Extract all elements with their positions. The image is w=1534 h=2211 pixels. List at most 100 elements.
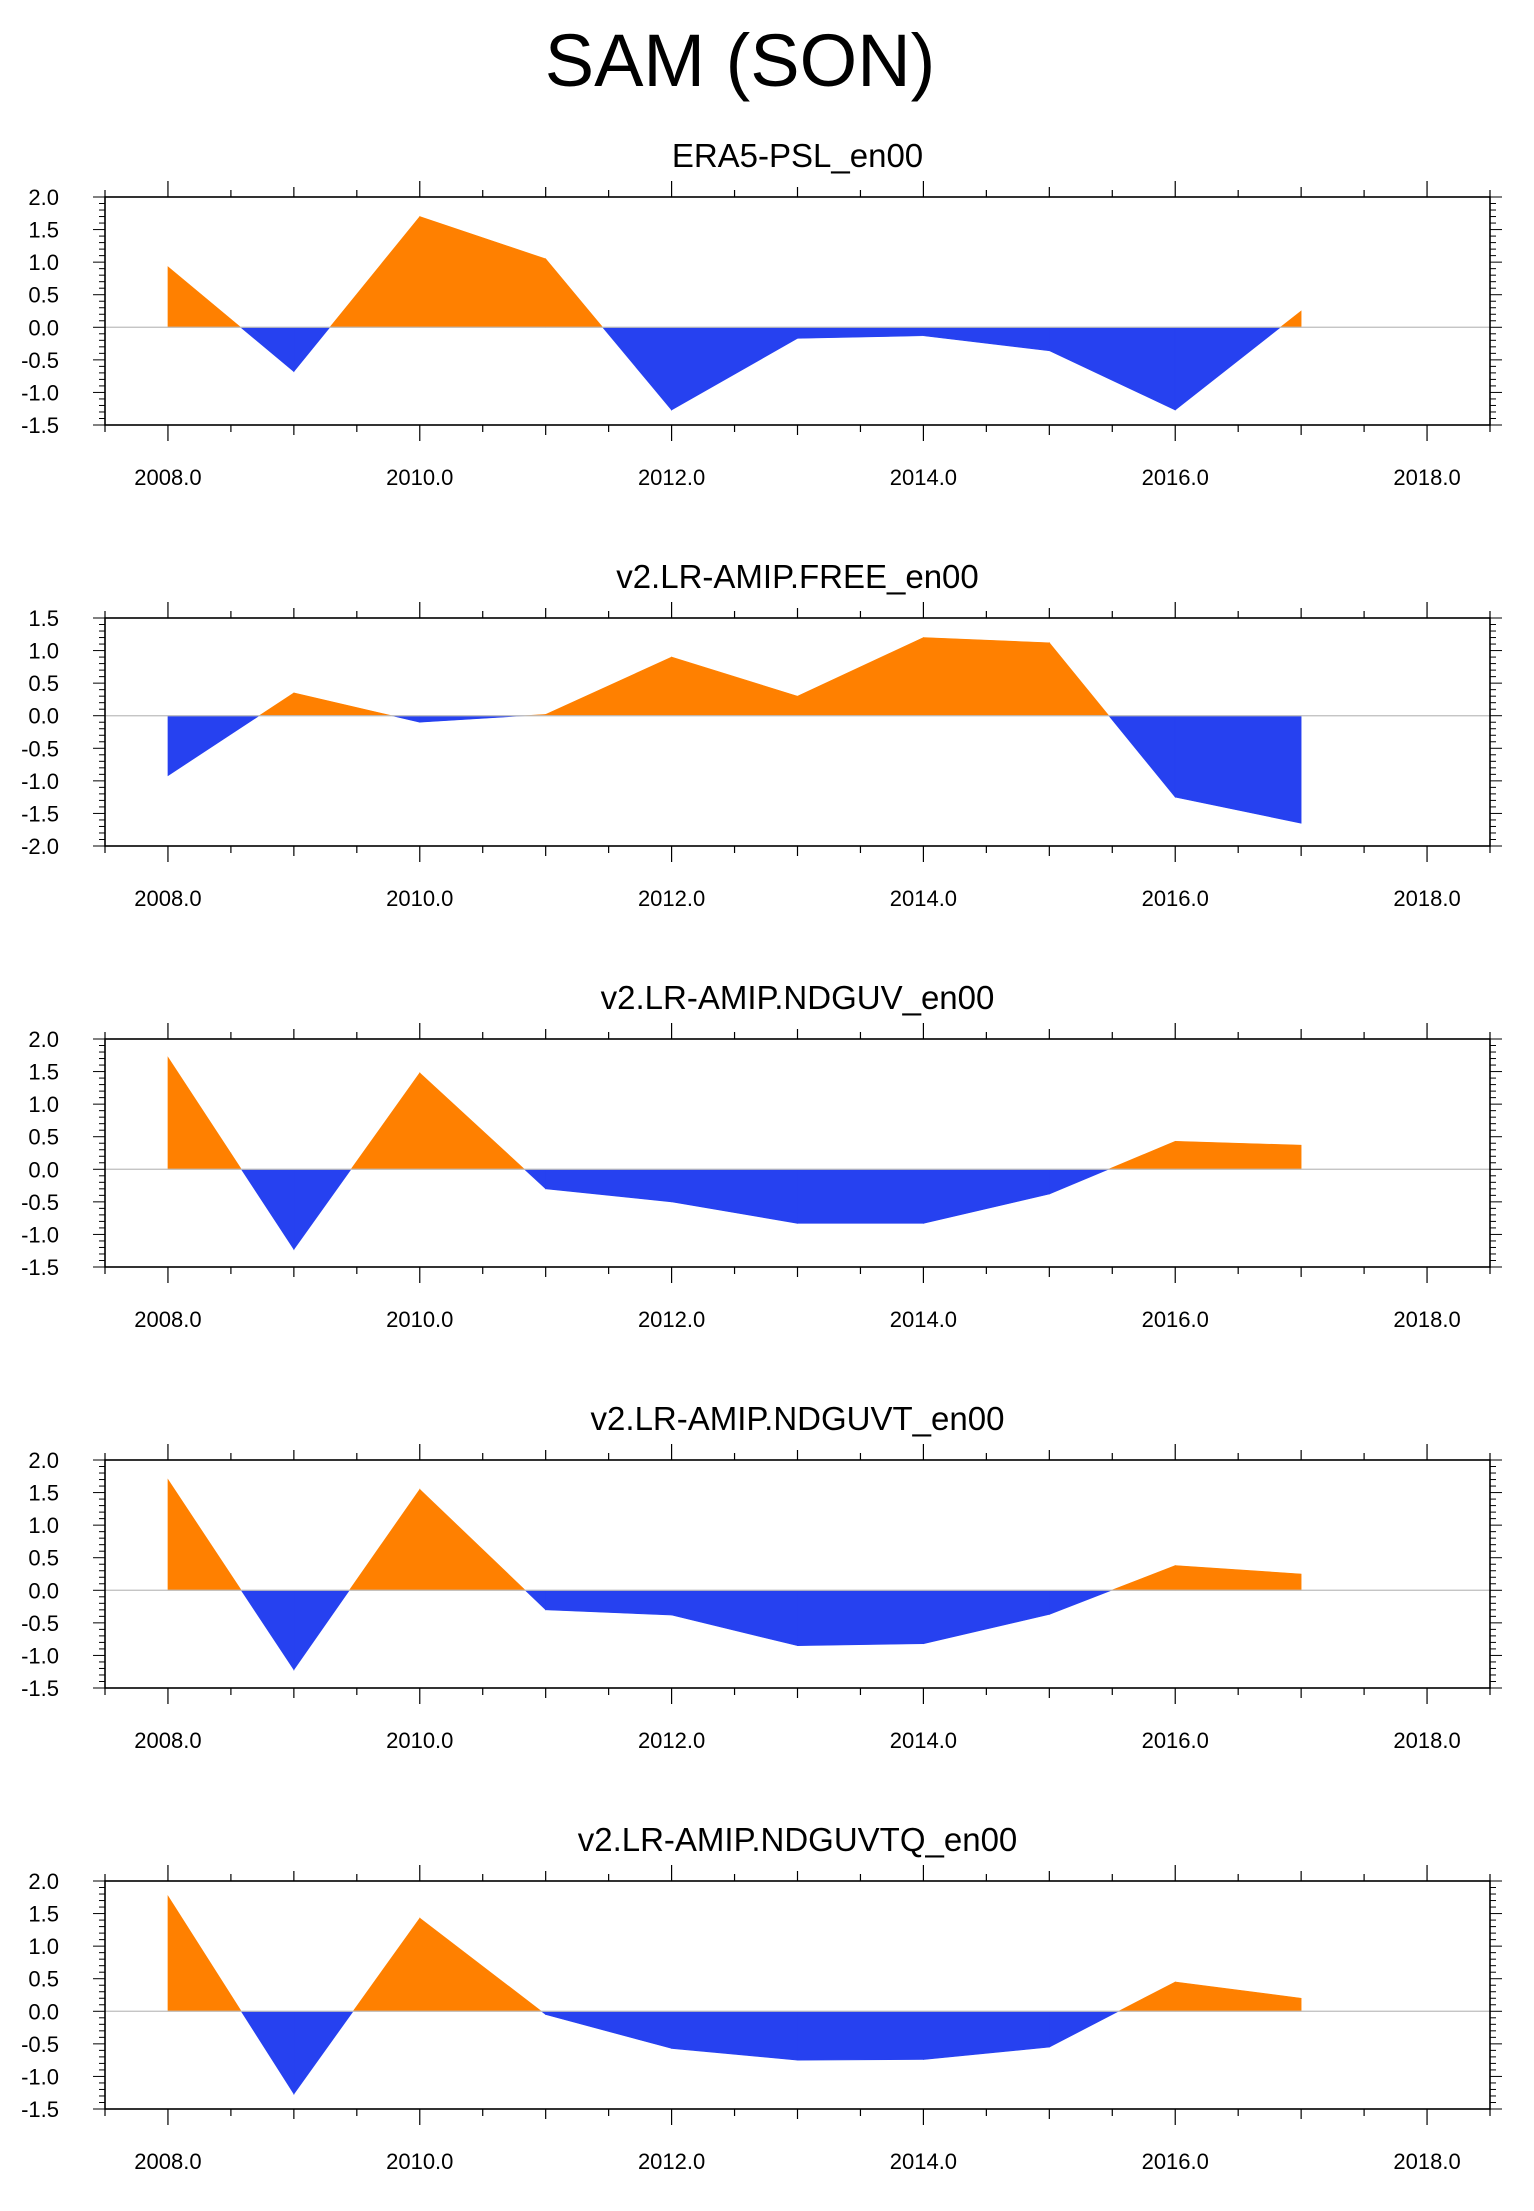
chart-0-xtick-label-4: 2016.0 xyxy=(1142,465,1209,490)
chart-0-area-positive-5 xyxy=(545,258,604,328)
chart-2-area-positive-11 xyxy=(1108,1140,1176,1170)
chart-1-ytick-label-0: 1.5 xyxy=(28,606,59,631)
chart-1-title: v2.LR-AMIP.FREE_en00 xyxy=(616,558,979,595)
chart-2-xtick-label-1: 2010.0 xyxy=(386,1307,453,1332)
chart-2-area-negative-7 xyxy=(671,1168,798,1224)
chart-4-area-positive-11 xyxy=(1118,1981,1176,2012)
chart-4-panel: v2.LR-AMIP.NDGUVTQ_en00 2008.0 2010.0 2012.… xyxy=(21,1821,1502,2174)
chart-4-area-negative-6 xyxy=(545,2010,672,2049)
chart-4-area-negative-10 xyxy=(1049,2010,1119,2048)
chart-3-panel: v2.LR-AMIP.NDGUVT_en00 2008.0 2010.0 2012.0… xyxy=(21,1400,1502,1753)
chart-1-xtick-label-1: 2010.0 xyxy=(386,886,453,911)
chart-2-area-negative-6 xyxy=(545,1168,672,1203)
chart-4-area-positive-3 xyxy=(352,1917,421,2012)
chart-4-ytick-label-4: 0.0 xyxy=(28,1999,59,2024)
chart-2-xtick-label-5: 2018.0 xyxy=(1393,1307,1460,1332)
chart-0-ytick-label-3: 0.5 xyxy=(28,283,59,308)
chart-1-area-positive-7 xyxy=(671,656,798,717)
chart-4-area-negative-7 xyxy=(671,2010,798,2061)
chart-3-xtick-label-1: 2010.0 xyxy=(386,1728,453,1753)
chart-4-area-positive-4 xyxy=(419,1917,543,2012)
chart-4-ytick-label-1: 1.5 xyxy=(28,1902,59,1927)
chart-2-area-negative-1 xyxy=(240,1168,295,1251)
chart-0-area-positive-4 xyxy=(419,216,546,328)
chart-3-xtick-label-0: 2008.0 xyxy=(134,1728,201,1753)
chart-3-ytick-label-6: -1.0 xyxy=(21,1643,59,1668)
chart-0-panel: ERA5-PSL_en00 2008.0 2010.0 2012.0 2014.0 201… xyxy=(21,137,1502,490)
chart-3-area-positive-12 xyxy=(1174,1565,1302,1591)
chart-1-area-positive-8 xyxy=(797,637,924,717)
chart-3-area-negative-1 xyxy=(240,1589,295,1671)
chart-0-area-negative-11 xyxy=(1174,326,1282,411)
chart-0-area-negative-7 xyxy=(671,326,798,411)
chart-0-xtick-label-1: 2010.0 xyxy=(386,465,453,490)
chart-0-ytick-label-6: -1.0 xyxy=(21,380,59,405)
figure-title: SAM (SON) xyxy=(544,19,936,102)
chart-0-area-positive-3 xyxy=(329,215,421,328)
chart-1-xtick-label-2: 2012.0 xyxy=(638,886,705,911)
chart-1-ytick-label-4: -0.5 xyxy=(21,736,59,761)
chart-3-area-negative-8 xyxy=(797,1589,924,1646)
chart-2-ytick-label-0: 2.0 xyxy=(28,1027,59,1052)
chart-0-frame xyxy=(104,196,1491,426)
chart-2-area-positive-0 xyxy=(167,1056,242,1170)
chart-1-area-negative-4 xyxy=(419,715,525,723)
chart-4-xtick-label-5: 2018.0 xyxy=(1393,2149,1460,2174)
chart-0-title: ERA5-PSL_en00 xyxy=(672,137,923,174)
chart-2-area-negative-2 xyxy=(293,1168,352,1251)
chart-2-area-negative-9 xyxy=(923,1168,1050,1224)
chart-0-ytick-label-5: -0.5 xyxy=(21,348,59,373)
chart-4-ytick-label-2: 1.0 xyxy=(28,1934,59,1959)
chart-3-area-negative-5 xyxy=(524,1589,546,1611)
chart-0-ytick-label-4: 0.0 xyxy=(28,315,59,340)
chart-1-xtick-label-4: 2016.0 xyxy=(1142,886,1209,911)
chart-4-ytick-label-3: 0.5 xyxy=(28,1967,59,1992)
chart-4-xtick-label-1: 2010.0 xyxy=(386,2149,453,2174)
chart-1-area-positive-10 xyxy=(1049,641,1110,717)
chart-1-area-negative-3 xyxy=(391,715,421,723)
chart-4-ytick-label-7: -1.5 xyxy=(21,2097,59,2122)
chart-4-ytick-label-6: -1.0 xyxy=(21,2064,59,2089)
chart-0-area-negative-1 xyxy=(239,326,295,373)
chart-2-ytick-label-6: -1.0 xyxy=(21,1222,59,1247)
chart-3-ytick-label-0: 2.0 xyxy=(28,1448,59,1473)
chart-2-xtick-label-4: 2016.0 xyxy=(1142,1307,1209,1332)
chart-0-ytick-label-1: 1.5 xyxy=(28,218,59,243)
chart-4-xtick-label-0: 2008.0 xyxy=(134,2149,201,2174)
chart-0-xtick-label-2: 2012.0 xyxy=(638,465,705,490)
chart-2-ytick-label-2: 1.0 xyxy=(28,1092,59,1117)
chart-2-xtick-label-3: 2014.0 xyxy=(890,1307,957,1332)
chart-1-area-positive-1 xyxy=(258,692,295,717)
chart-4-xtick-label-3: 2014.0 xyxy=(890,2149,957,2174)
chart-1-xtick-label-5: 2018.0 xyxy=(1393,886,1460,911)
chart-4-area-negative-9 xyxy=(923,2010,1050,2060)
chart-0-area-positive-12 xyxy=(1279,310,1302,328)
chart-1-area-negative-11 xyxy=(1108,715,1176,798)
chart-3-ytick-label-5: -0.5 xyxy=(21,1611,59,1636)
chart-3-xtick-label-3: 2014.0 xyxy=(890,1728,957,1753)
chart-3-area-negative-2 xyxy=(293,1589,350,1671)
chart-3-ytick-label-2: 1.0 xyxy=(28,1513,59,1538)
chart-4-area-negative-2 xyxy=(293,2010,354,2095)
chart-0-area-negative-10 xyxy=(1049,326,1176,411)
chart-2-ytick-label-1: 1.5 xyxy=(28,1060,59,1085)
chart-4-xtick-label-4: 2016.0 xyxy=(1142,2149,1209,2174)
chart-2-panel: v2.LR-AMIP.NDGUV_en00 2008.0 2010.0 2012.0 2… xyxy=(21,979,1502,1332)
chart-1-area-positive-9 xyxy=(923,637,1050,717)
chart-0-area-negative-6 xyxy=(602,326,672,411)
chart-2-title: v2.LR-AMIP.NDGUV_en00 xyxy=(601,979,995,1016)
chart-3-ytick-label-4: 0.0 xyxy=(28,1578,59,1603)
chart-0-xtick-label-0: 2008.0 xyxy=(134,465,201,490)
chart-1-area-negative-0 xyxy=(167,715,261,777)
chart-2-ytick-label-3: 0.5 xyxy=(28,1125,59,1150)
chart-3-ytick-label-3: 0.5 xyxy=(28,1546,59,1571)
chart-3-area-negative-9 xyxy=(923,1589,1050,1645)
chart-3-ytick-label-1: 1.5 xyxy=(28,1481,59,1506)
chart-0-ytick-label-7: -1.5 xyxy=(21,413,59,438)
chart-4-area-negative-8 xyxy=(797,2010,924,2061)
chart-1-xtick-label-0: 2008.0 xyxy=(134,886,201,911)
chart-3-xtick-label-4: 2016.0 xyxy=(1142,1728,1209,1753)
chart-0-ytick-label-2: 1.0 xyxy=(28,250,59,275)
chart-4-frame xyxy=(104,1880,1491,2110)
chart-4-area-positive-0 xyxy=(167,1894,242,2012)
